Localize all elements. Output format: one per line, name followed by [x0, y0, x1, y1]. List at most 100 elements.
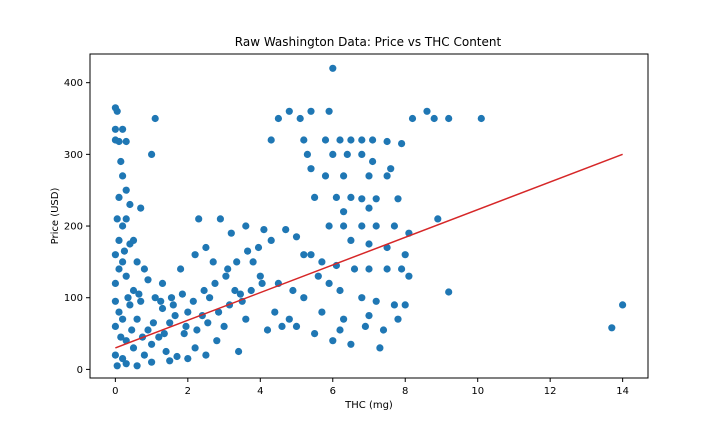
data-point — [144, 276, 152, 284]
data-point — [267, 236, 275, 244]
data-point — [193, 326, 201, 334]
data-point — [137, 204, 145, 212]
data-point — [300, 294, 308, 302]
data-point — [166, 357, 174, 365]
data-point — [300, 251, 308, 259]
data-point — [113, 362, 121, 370]
data-point — [390, 222, 398, 230]
data-point — [111, 279, 119, 287]
data-point — [140, 351, 148, 359]
data-point — [408, 114, 417, 123]
data-point — [189, 297, 197, 305]
x-tick-label: 2 — [185, 386, 191, 397]
data-point — [340, 208, 348, 216]
data-point — [311, 330, 319, 338]
data-point — [303, 150, 311, 158]
data-point — [242, 222, 250, 230]
data-point — [321, 136, 330, 144]
data-point — [369, 157, 377, 166]
y-axis-ticks: 0 100 200 300 400 — [64, 78, 90, 376]
data-point — [124, 294, 132, 302]
data-point — [242, 315, 250, 323]
data-point — [115, 137, 123, 146]
data-point — [135, 290, 143, 298]
data-point — [365, 265, 373, 273]
data-point — [282, 226, 290, 234]
data-point — [169, 301, 177, 309]
data-point — [318, 308, 326, 316]
data-point — [274, 114, 282, 123]
data-point — [191, 344, 199, 352]
data-point — [111, 125, 119, 133]
data-point — [383, 265, 391, 273]
data-point — [477, 114, 485, 123]
data-point — [140, 265, 148, 273]
data-point — [372, 297, 380, 305]
data-point — [365, 240, 373, 248]
data-point — [119, 315, 127, 323]
data-point — [340, 222, 348, 230]
data-point — [119, 258, 127, 266]
data-point — [222, 272, 230, 280]
data-point — [233, 258, 241, 266]
data-point — [247, 286, 255, 295]
data-point — [347, 236, 355, 244]
data-point — [278, 322, 286, 330]
data-point — [332, 193, 340, 201]
data-point — [236, 290, 244, 298]
data-point — [211, 279, 219, 287]
plot-frame — [89, 53, 649, 379]
data-point — [122, 186, 130, 194]
data-point — [292, 233, 301, 241]
fit-line — [115, 153, 623, 349]
data-point — [122, 272, 130, 280]
data-point — [166, 319, 174, 327]
data-point — [314, 272, 322, 280]
data-point — [619, 301, 627, 309]
data-point — [347, 136, 355, 144]
data-point — [120, 247, 128, 255]
y-tick-label: 300 — [64, 150, 83, 161]
data-point — [202, 351, 210, 359]
data-point — [180, 330, 188, 338]
data-point — [119, 125, 127, 133]
data-point — [213, 337, 221, 345]
data-point — [148, 358, 156, 366]
data-point — [347, 340, 355, 348]
data-point — [271, 308, 279, 316]
data-point — [157, 297, 165, 305]
data-point — [401, 301, 409, 309]
data-point — [128, 326, 136, 334]
data-point — [184, 308, 192, 316]
data-point — [285, 107, 293, 115]
data-point — [151, 294, 159, 302]
fit-line-layer — [115, 153, 623, 349]
data-point — [204, 319, 212, 327]
data-point — [329, 150, 337, 158]
data-point — [325, 222, 333, 230]
data-point — [307, 107, 315, 115]
data-point — [184, 355, 192, 363]
data-point — [117, 333, 125, 341]
data-point — [336, 286, 344, 295]
data-point — [325, 107, 333, 115]
data-point — [343, 150, 351, 158]
data-point — [122, 360, 130, 368]
data-point — [401, 251, 409, 259]
chart-title: Raw Washington Data: Price vs THC Conten… — [235, 35, 502, 49]
data-point — [133, 315, 141, 323]
data-point — [292, 322, 301, 330]
data-point — [148, 150, 156, 158]
data-point — [126, 301, 134, 309]
data-point — [430, 114, 438, 123]
data-point — [307, 251, 315, 259]
data-point — [137, 297, 145, 305]
data-point — [117, 157, 125, 166]
data-point — [115, 265, 123, 273]
data-point — [113, 107, 121, 115]
data-point — [358, 294, 366, 302]
data-point — [111, 297, 119, 305]
data-point — [307, 165, 315, 173]
data-point — [365, 312, 373, 320]
data-point — [423, 107, 431, 115]
